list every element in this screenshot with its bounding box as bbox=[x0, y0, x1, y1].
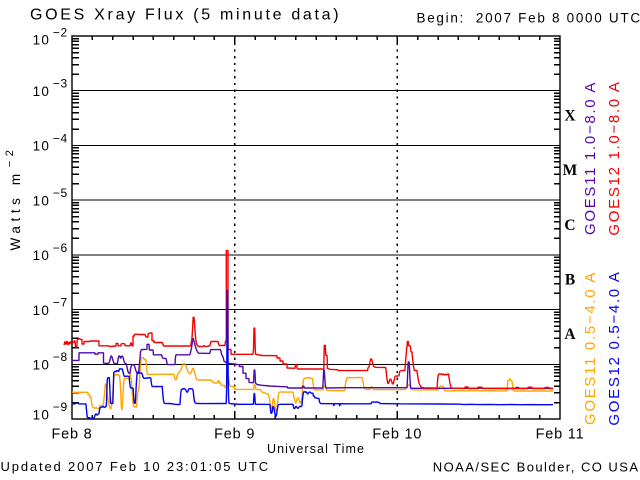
svg-text:Feb 11: Feb 11 bbox=[536, 427, 585, 443]
svg-text:C: C bbox=[564, 217, 575, 234]
svg-text:GOES12 0.5−4.0 A: GOES12 0.5−4.0 A bbox=[606, 270, 623, 425]
svg-text:Updated 2007 Feb 10 23:01:05 U: Updated 2007 Feb 10 23:01:05 UTC bbox=[1, 459, 271, 474]
svg-text:GOES Xray Flux (5 minute data): GOES Xray Flux (5 minute data) bbox=[30, 7, 341, 24]
svg-text:Universal Time: Universal Time bbox=[267, 442, 365, 456]
svg-text:Feb 10: Feb 10 bbox=[372, 427, 422, 443]
svg-text:Feb 8: Feb 8 bbox=[51, 427, 92, 443]
svg-text:GOES12 1.0−8.0 A: GOES12 1.0−8.0 A bbox=[606, 80, 623, 235]
svg-text:GOES11 1.0−8.0 A: GOES11 1.0−8.0 A bbox=[582, 81, 599, 235]
svg-text:Watts m−2: Watts m−2 bbox=[4, 146, 23, 251]
svg-text:B: B bbox=[565, 272, 575, 289]
svg-text:NOAA/SEC Boulder, CO USA: NOAA/SEC Boulder, CO USA bbox=[433, 460, 640, 475]
svg-text:Feb 9: Feb 9 bbox=[214, 427, 255, 443]
svg-text:M: M bbox=[563, 162, 578, 179]
svg-text:GOES11 0.5−4.0 A: GOES11 0.5−4.0 A bbox=[582, 271, 599, 425]
svg-text:X: X bbox=[564, 107, 576, 124]
svg-text:A: A bbox=[564, 326, 576, 343]
svg-text:Begin: 2007 Feb 8 0000 UTC: Begin: 2007 Feb 8 0000 UTC bbox=[417, 11, 640, 26]
